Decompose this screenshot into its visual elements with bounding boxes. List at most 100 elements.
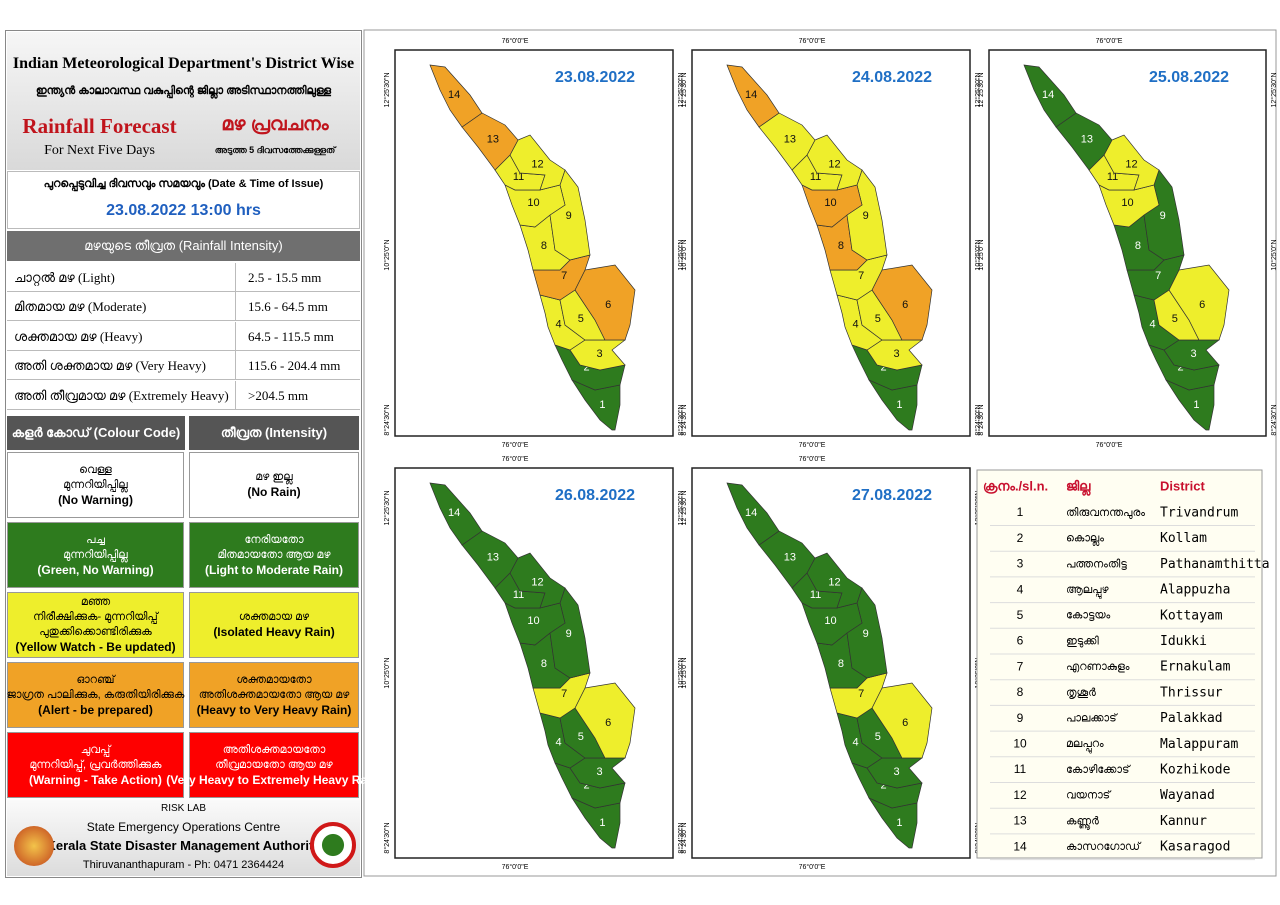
district-number: 5 <box>1172 313 1178 325</box>
district-number: 11 <box>513 589 524 601</box>
intensity-name: ചാറ്റൽ മഴ (Light) <box>14 270 115 285</box>
district-ml: പത്തനംതിട്ട <box>1066 558 1127 570</box>
intensity-cell: നേരിയതോ മിതമായതോ ആയ മഴ (Light to Moderate … <box>189 522 359 588</box>
forecast-en: Rainfall Forecast <box>22 114 177 138</box>
district-number: 9 <box>566 628 572 640</box>
district-number: 14 <box>745 507 757 519</box>
lon-label: 76°0'0"E <box>502 441 529 449</box>
district-number: 14 <box>448 507 460 519</box>
district-area <box>726 64 780 128</box>
district-number: 3 <box>597 348 603 360</box>
district-number: 8 <box>541 240 547 252</box>
map-date: 24.08.2022 <box>852 69 932 86</box>
lon-label: 76°0'0"E <box>1096 441 1123 449</box>
title-en: Indian Meteorological Department's Distr… <box>12 55 355 72</box>
warning-text: ജാഗ്രത പാലിക്കുക, കരുതിയിരിക്കുക <box>6 688 185 701</box>
district-en: Alappuzha <box>1160 583 1230 598</box>
district-en: Palakkad <box>1160 711 1223 726</box>
intensity-text: (Light to Moderate Rain) <box>205 562 343 577</box>
lat-label: 12°25'30"N <box>1270 72 1278 107</box>
warning-cell: പച്ച മുന്നറിയിപ്പില്ല (Green, No Warning) <box>7 522 184 588</box>
district-number: 13 <box>487 551 499 563</box>
lat-label: 12°25'30"N <box>383 490 391 525</box>
lat-label: 12°25'30"N <box>680 72 688 107</box>
district-number: 9 <box>566 210 572 222</box>
intensity-text: അതിശക്തമായതോ ആയ മഴ <box>198 688 350 701</box>
footer-box <box>7 800 360 876</box>
district-number: 1 <box>896 399 902 411</box>
district-number: 4 <box>852 318 858 330</box>
intensity-text: (Isolated Heavy Rain) <box>213 625 335 639</box>
district-ml: കോഴിക്കോട് <box>1066 764 1131 776</box>
intensity-text: നേരിയതോ <box>244 533 304 546</box>
subtitle-ml: അടുത്ത 5 ദിവസത്തേക്കുള്ളത് <box>214 145 336 155</box>
district-number: 12 <box>1125 159 1137 171</box>
intensity-row <box>7 292 360 322</box>
district-number: 6 <box>902 299 908 311</box>
intensity-divider <box>235 292 236 322</box>
lat-label: 12°25'30"N <box>974 72 982 107</box>
district-ml: തൃശൂർ <box>1066 687 1096 699</box>
sl-no: 9 <box>1017 711 1024 725</box>
lat-label: 12°25'30"N <box>680 490 688 525</box>
sl-no: 6 <box>1017 634 1024 648</box>
district-number: 4 <box>555 318 561 330</box>
warning-text: (Yellow Watch - Be updated) <box>15 640 176 654</box>
district-number: 10 <box>527 615 539 627</box>
intensity-text: ശക്തമായ മഴ <box>238 611 310 623</box>
lat-label: 8°24'30"N <box>677 404 685 435</box>
map-date: 25.08.2022 <box>1149 69 1229 86</box>
lat-label: 8°24'30"N <box>974 404 982 435</box>
district-area <box>574 264 636 341</box>
district-number: 4 <box>852 736 858 748</box>
district-number: 1 <box>896 817 902 829</box>
district-area <box>871 264 933 341</box>
district-number: 6 <box>605 299 611 311</box>
intensity-text: ശക്തമായതോ <box>236 673 312 686</box>
header-box <box>7 32 360 170</box>
sl-no: 12 <box>1013 788 1027 802</box>
lat-label: 8°24'30"N <box>680 822 688 853</box>
warning-text: മഞ്ഞ <box>80 596 111 608</box>
district-area <box>574 682 636 759</box>
district-number: 1 <box>599 817 605 829</box>
sl-no: 4 <box>1017 582 1024 596</box>
district-number: 2 <box>583 780 589 792</box>
intensity-row <box>7 381 360 410</box>
lat-label: 8°24'30"N <box>677 822 685 853</box>
district-number: 12 <box>531 577 543 589</box>
district-number: 8 <box>1135 240 1141 252</box>
sl-no: 14 <box>1013 839 1027 853</box>
lat-label: 10°25'0"N <box>977 239 985 270</box>
district-en: Malappuram <box>1160 737 1238 752</box>
intensity-range: 115.6 - 204.4 mm <box>248 358 341 374</box>
district-number: 4 <box>1149 318 1155 330</box>
district-number: 5 <box>875 731 881 743</box>
district-number: 13 <box>487 133 499 145</box>
district-number: 2 <box>1177 362 1183 374</box>
lat-label: 10°25'0"N <box>974 239 982 270</box>
intensity-range: 64.5 - 115.5 mm <box>248 328 334 344</box>
subtitle-en: For Next Five Days <box>44 143 155 158</box>
intensity-text: (Heavy to Very Heavy Rain) <box>196 702 352 717</box>
table-header: ക്രനം./sl.n. <box>983 478 1048 494</box>
district-ml: ഇടുക്കി <box>1066 635 1099 647</box>
intensity-range: >204.5 mm <box>248 387 309 403</box>
issue-box <box>7 171 360 229</box>
map-date: 27.08.2022 <box>852 487 932 504</box>
footer-centre: State Emergency Operations Centre <box>86 820 281 834</box>
district-ml: ആലപ്പുഴ <box>1066 584 1110 600</box>
intensity-range: 2.5 - 15.5 mm <box>248 270 322 285</box>
district-number: 6 <box>605 717 611 729</box>
district-number: 11 <box>810 171 821 183</box>
map-date: 26.08.2022 <box>555 487 635 504</box>
district-table <box>976 469 1263 859</box>
footer-lab: RISK LAB <box>160 803 207 814</box>
district-en: Ernakulam <box>1160 660 1231 675</box>
emblem-logo <box>14 826 54 866</box>
lat-label: 10°25'0"N <box>677 239 685 270</box>
district-en: Trivandrum <box>1160 506 1238 521</box>
lat-label: 12°25'30"N <box>977 72 985 107</box>
